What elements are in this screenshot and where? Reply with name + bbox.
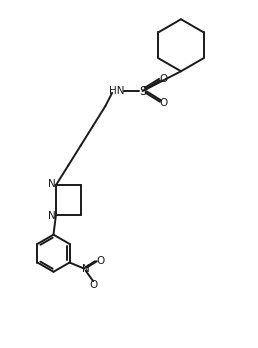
Text: HN: HN: [109, 86, 124, 96]
Text: O: O: [159, 74, 168, 84]
Text: S: S: [139, 85, 146, 97]
Text: O: O: [159, 98, 168, 109]
Text: N: N: [48, 211, 55, 221]
Text: O: O: [96, 256, 104, 266]
Text: O: O: [89, 280, 97, 290]
Text: N: N: [48, 179, 55, 189]
Text: N: N: [82, 264, 90, 274]
